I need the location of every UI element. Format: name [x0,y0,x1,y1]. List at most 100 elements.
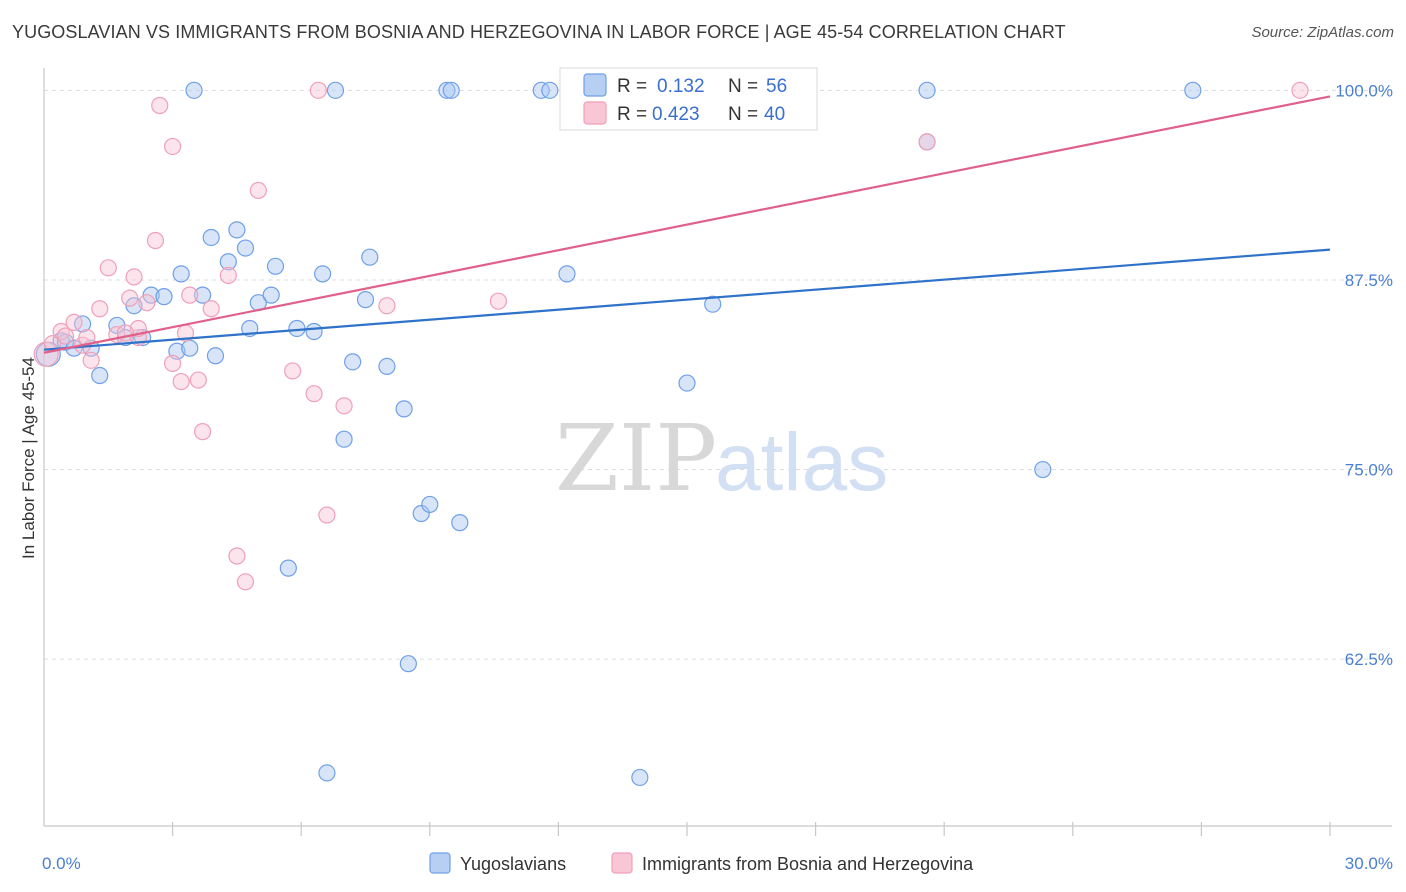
series-0-point-32 [344,353,362,371]
series-0-point-6 [91,366,109,385]
series-0-point-21 [236,239,255,257]
series-0-point-30 [326,81,345,99]
watermark-zip: ZIP [555,405,717,512]
series-0-point-28 [314,265,332,283]
series-1-point-20 [172,372,190,391]
tick-labels: 100.0% 87.5% 75.0% 62.5% 0.0% 30.0% [42,81,1393,873]
series-0-point-52 [1184,81,1202,99]
series-0-point-27 [305,322,323,341]
series-1-point-28 [236,573,255,591]
series-1-point-15 [138,294,156,312]
series-0-point-33 [356,291,375,309]
stats-legend: R = 0.132 N = 56 R = 0.423 N = 40 [559,67,818,131]
series-0-point-12 [155,288,173,306]
series-1-point-33 [318,506,336,524]
series-1-point-12 [125,268,143,286]
series-1-point-9 [99,259,117,277]
series-1-point-31 [305,385,323,403]
chart-title: YUGOSLAVIAN VS IMMIGRANTS FROM BOSNIA AN… [12,22,1066,42]
series-0-point-14 [172,265,190,283]
series-1-point-34 [335,397,353,415]
series-1-point-18 [164,354,182,372]
series-1-points [33,81,1309,591]
series-0-point-53 [279,559,297,577]
series-1-point-19 [164,137,182,156]
series-0-point-26 [288,319,306,338]
series-0-point-36 [395,400,413,418]
series-1-point-4 [65,313,83,332]
series-0-point-39 [421,495,439,514]
axes [43,68,1392,836]
series-0-point-46 [631,768,649,787]
series-0-point-34 [361,248,379,266]
x-tick-label-1: 30.0% [1345,854,1393,873]
series-1-point-16 [146,231,165,250]
stats-n-value-1: 56 [766,76,787,97]
series-0-point-18 [206,347,225,365]
series-1-point-17 [151,96,169,115]
stats-r-value-1: 0.132 [657,76,705,97]
series-0-point-24 [262,286,280,304]
series-0-point-48 [704,295,722,313]
series-0-point-35 [378,357,396,375]
series-0-point-2 [56,333,75,351]
x-tick-label-0: 0.0% [42,854,81,873]
series-0-point-17 [202,228,220,247]
series-0-point-38 [412,504,430,523]
series-1-point-23 [189,371,207,389]
y-tick-label-3: 62.5% [1345,650,1393,669]
series-0-point-42 [451,514,469,532]
series-0-point-49 [918,81,936,99]
series-0-point-15 [181,339,199,357]
series-0-trend-line [43,248,1331,351]
series-0-point-31 [335,430,353,448]
series-1-point-25 [202,300,220,318]
y-tick-label-2: 75.0% [1345,461,1393,480]
stats-r-label-1: R = [617,76,647,97]
series-0-point-40 [438,81,456,99]
stats-swatch-yugoslavians [583,73,607,97]
series-0-point-55 [185,81,203,99]
series-1-point-26 [219,266,237,284]
watermark-atlas: atlas [715,417,888,508]
series-0-point-16 [194,286,212,304]
series-1-point-11 [121,289,139,307]
legend-label-yugoslavians: Yugoslavians [460,854,566,874]
series-0-point-47 [678,374,696,392]
stats-swatch-bosnia [583,101,607,125]
series-legend: Yugoslavians Immigrants from Bosnia and … [429,852,974,874]
stats-r-label-2: R = [617,104,647,125]
series-1-point-27 [228,547,246,565]
series-1-point-8 [91,300,109,318]
legend-label-bosnia: Immigrants from Bosnia and Herzegovina [642,854,974,874]
y-tick-label-0: 100.0% [1335,81,1393,100]
trend-lines [43,95,1331,354]
series-1-point-24 [194,423,212,441]
series-0-point-25 [266,257,285,275]
series-1-point-22 [181,286,199,304]
chart-source: Source: ZipAtlas.com [1251,24,1394,41]
series-0-point-37 [399,655,417,673]
series-1-point-35 [378,297,396,315]
series-0-point-54 [541,81,559,99]
series-1-point-37 [918,133,936,151]
series-1-point-30 [284,362,302,380]
series-0-point-51 [1034,460,1052,479]
series-1-point-36 [489,292,507,310]
scatter-points [33,81,1309,787]
series-0-point-20 [228,221,246,239]
series-0-point-29 [318,764,336,782]
series-0-point-4 [73,315,92,333]
series-0-point-41 [442,81,460,99]
series-0-point-44 [558,265,576,283]
series-1-point-3 [56,327,75,345]
legend-swatch-yugoslavians [429,852,451,874]
stats-n-label-2: N = [728,104,758,125]
stats-n-value-2: 40 [764,104,785,125]
series-1-point-29 [249,181,267,200]
stats-n-label-1: N = [728,76,758,97]
y-tick-label-1: 87.5% [1345,271,1393,290]
y-axis-label: In Labor Force | Age 45-54 [19,357,38,559]
series-1-trend-line [43,95,1331,354]
